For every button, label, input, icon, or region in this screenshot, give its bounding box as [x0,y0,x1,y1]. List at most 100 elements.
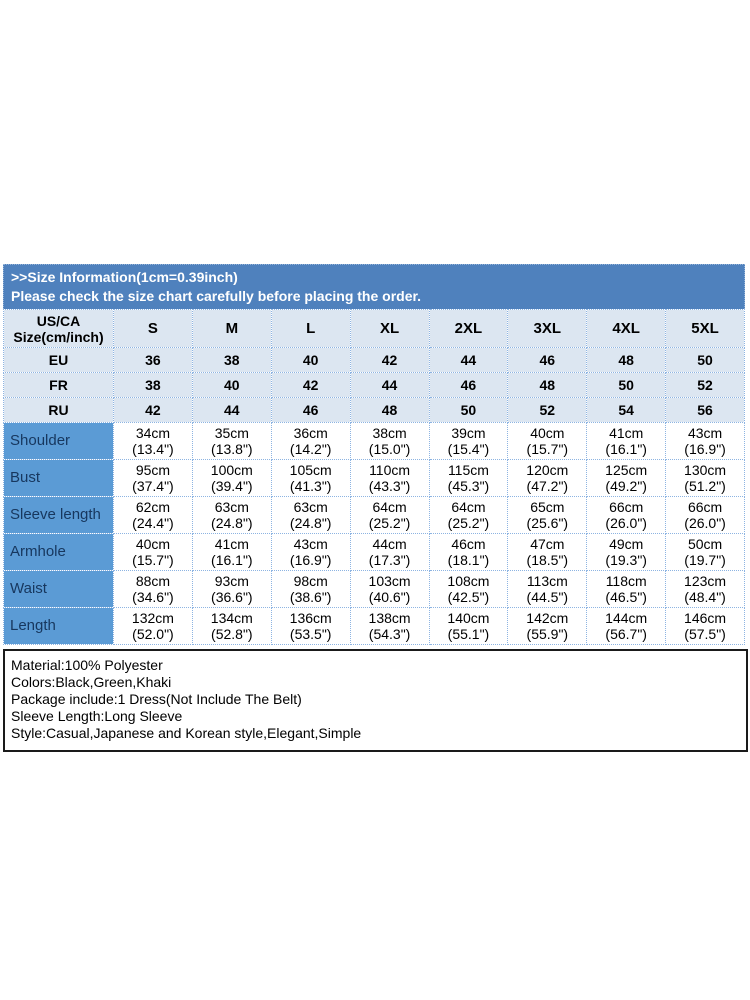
region-value-cell: 50 [586,372,667,398]
inch-value: (40.6") [368,589,411,605]
cm-value: 63cm [214,499,249,515]
size-column-header-S: S [113,309,193,348]
region-row-FR: FR 38 40 42 44 46 48 50 52 [3,372,745,398]
size-column-header-5XL: 5XL [665,309,745,348]
inch-value: (46.5") [605,589,647,605]
inch-value: (25.2") [447,515,490,531]
measurement-cell: 136cm (53.5") [270,607,351,645]
inch-value: (15.7") [526,441,569,457]
measurement-cell: 44cm (17.3") [349,533,430,571]
cm-value: 43cm [687,425,723,441]
cm-value: 146cm [684,610,727,626]
cm-value: 66cm [687,499,723,515]
info-line: Package include:1 Dress(Not Include The … [11,691,302,707]
inch-value: (13.4") [132,441,174,457]
inch-value: (45.3") [447,478,490,494]
inch-value: (55.1") [447,626,490,642]
cm-value: 103cm [368,573,411,589]
region-value-cell: 50 [665,347,745,373]
region-value-cell: 38 [113,372,193,398]
cm-value: 136cm [289,610,332,626]
corner-label-cell: US/CA Size(cm/inch) [3,309,114,348]
measurement-cell: 142cm (55.9") [507,607,588,645]
measurement-cell: 50cm (19.7") [665,533,745,571]
measurement-cell: 146cm (57.5") [665,607,745,645]
region-value-cell: 48 [349,397,430,423]
inch-value: (56.7") [605,626,647,642]
inch-value: (37.4") [132,478,174,494]
inch-value: (36.6") [211,589,253,605]
inch-value: (48.4") [684,589,726,605]
cm-value: 34cm [135,425,171,441]
region-value-cell: 44 [349,372,430,398]
region-value-cell: 48 [586,347,667,373]
measurement-cell: 95cm (37.4") [113,459,193,497]
measurement-cell: 140cm (55.1") [428,607,509,645]
cm-value: 95cm [135,462,171,478]
region-value-cell: 44 [428,347,509,373]
measurement-cell: 108cm (42.5") [428,570,509,608]
inch-value: (26.0") [605,515,647,531]
cm-value: 132cm [131,610,174,626]
inch-value: (43.3") [368,478,411,494]
measurement-cell: 43cm (16.9") [270,533,351,571]
measurement-cell: 47cm (18.5") [507,533,588,571]
cm-value: 64cm [451,499,486,515]
measurement-cell: 123cm (48.4") [665,570,745,608]
region-row-EU: EU 36 38 40 42 44 46 48 50 [3,347,745,373]
region-value-cell: 38 [191,347,272,373]
region-label: EU [3,347,114,373]
region-row-RU: RU 42 44 46 48 50 52 54 56 [3,397,745,423]
cm-value: 40cm [135,536,171,552]
info-line: Style:Casual,Japanese and Korean style,E… [11,725,362,741]
inch-value: (42.5") [447,589,490,605]
cm-value: 144cm [605,610,648,626]
inch-value: (16.1") [605,441,647,457]
measurement-cell: 62cm (24.4") [113,496,193,534]
cm-value: 142cm [526,610,569,626]
cm-value: 64cm [372,499,407,515]
measurement-cell: 130cm (51.2") [665,459,745,497]
measurement-cell: 144cm (56.7") [586,607,667,645]
cm-value: 40cm [530,425,565,441]
region-value-cell: 42 [349,347,430,373]
info-line: Material:100% Polyester [11,657,163,673]
cm-value: 46cm [451,536,486,552]
inch-value: (24.8") [211,515,253,531]
region-value-cell: 40 [191,372,272,398]
inch-value: (52.0") [132,626,174,642]
measurement-cell: 35cm (13.8") [191,422,272,460]
measurement-cell: 63cm (24.8") [270,496,351,534]
inch-value: (19.3") [605,552,647,568]
cm-value: 125cm [605,462,648,478]
cm-value: 120cm [526,462,569,478]
measurement-label: Length [3,607,114,645]
inch-value: (16.9") [684,441,726,457]
inch-value: (52.8") [211,626,253,642]
inch-value: (26.0") [684,515,726,531]
measurement-cell: 40cm (15.7") [507,422,588,460]
region-value-cell: 46 [428,372,509,398]
measurement-cell: 88cm (34.6") [113,570,193,608]
measurement-cell: 110cm (43.3") [349,459,430,497]
inch-value: (57.5") [684,626,726,642]
size-column-header-3XL: 3XL [507,309,588,348]
inch-value: (38.6") [289,589,332,605]
region-value-cell: 48 [507,372,588,398]
cm-value: 105cm [289,462,332,478]
size-column-header-XL: XL [349,309,430,348]
inch-value: (41.3") [289,478,332,494]
inch-value: (51.2") [684,478,726,494]
inch-value: (14.2") [289,441,332,457]
size-chart-body: US/CA Size(cm/inch) S M L XL 2XL 3XL 4XL 5XL EU 36 3… [3,309,745,645]
measurement-row: Length 132cm (52.0") 134cm (52.8") 136cm (53.5… [3,607,745,645]
inch-value: (47.2") [526,478,569,494]
cm-value: 50cm [687,536,723,552]
measurement-cell: 100cm (39.4") [191,459,272,497]
measurement-cell: 43cm (16.9") [665,422,745,460]
inch-value: (18.1") [447,552,490,568]
measurement-cell: 40cm (15.7") [113,533,193,571]
size-information-sheet: >>Size Information(1cm=0.39inch) Please … [3,264,748,752]
inch-value: (34.6") [132,589,174,605]
region-value-cell: 44 [191,397,272,423]
